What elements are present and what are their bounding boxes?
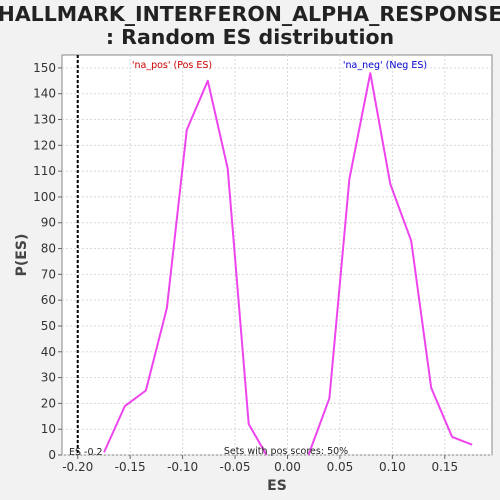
chart-title-line2: : Random ES distribution [106, 25, 394, 49]
series-label-pos: 'na_pos' (Pos ES) [132, 60, 212, 71]
y-tick-label: 70 [41, 267, 56, 281]
y-tick-label: 150 [33, 61, 56, 75]
series-line-neg [307, 72, 473, 456]
x-tick-label: -0.15 [115, 460, 146, 474]
axes: 0 10 20 30 40 50 60 70 80 90 100 110 120 130 140 150 -0.… [33, 61, 458, 474]
y-tick-label: 80 [41, 242, 56, 256]
series-line-pos [103, 79, 268, 456]
y-tick-label: 100 [33, 190, 56, 204]
y-tick-label: 30 [41, 371, 56, 385]
pos-scores-annotation: Sets with pos scores: 50% [224, 446, 348, 457]
y-tick-label: 10 [41, 422, 56, 436]
x-tick-label: -0.10 [167, 460, 198, 474]
y-tick-label: 140 [33, 87, 56, 101]
x-tick-label: 0.05 [327, 460, 354, 474]
y-tick-label: 40 [41, 345, 56, 359]
chart-title-line1: HALLMARK_INTERFERON_ALPHA_RESPONSE [0, 2, 500, 26]
y-axis-label: P(ES) [14, 234, 30, 277]
y-tick-label: 60 [41, 293, 56, 307]
y-tick-label: 50 [41, 319, 56, 333]
y-tick-label: 90 [41, 216, 56, 230]
x-tick-label: 0.10 [379, 460, 406, 474]
es-value-label: ES -0.2 [69, 447, 103, 458]
x-tick-label: 0.15 [431, 460, 458, 474]
y-tick-label: 0 [48, 448, 56, 462]
series-layer [103, 72, 473, 456]
x-tick-label: -0.20 [62, 460, 93, 474]
x-tick-label: 0.00 [274, 460, 301, 474]
x-tick-label: -0.05 [220, 460, 251, 474]
x-axis-label: ES [267, 478, 287, 494]
series-label-neg: 'na_neg' (Neg ES) [343, 60, 427, 71]
y-tick-label: 120 [33, 138, 56, 152]
y-tick-label: 110 [33, 164, 56, 178]
y-tick-label: 20 [41, 396, 56, 410]
y-tick-label: 130 [33, 113, 56, 127]
plot-area [61, 54, 493, 456]
